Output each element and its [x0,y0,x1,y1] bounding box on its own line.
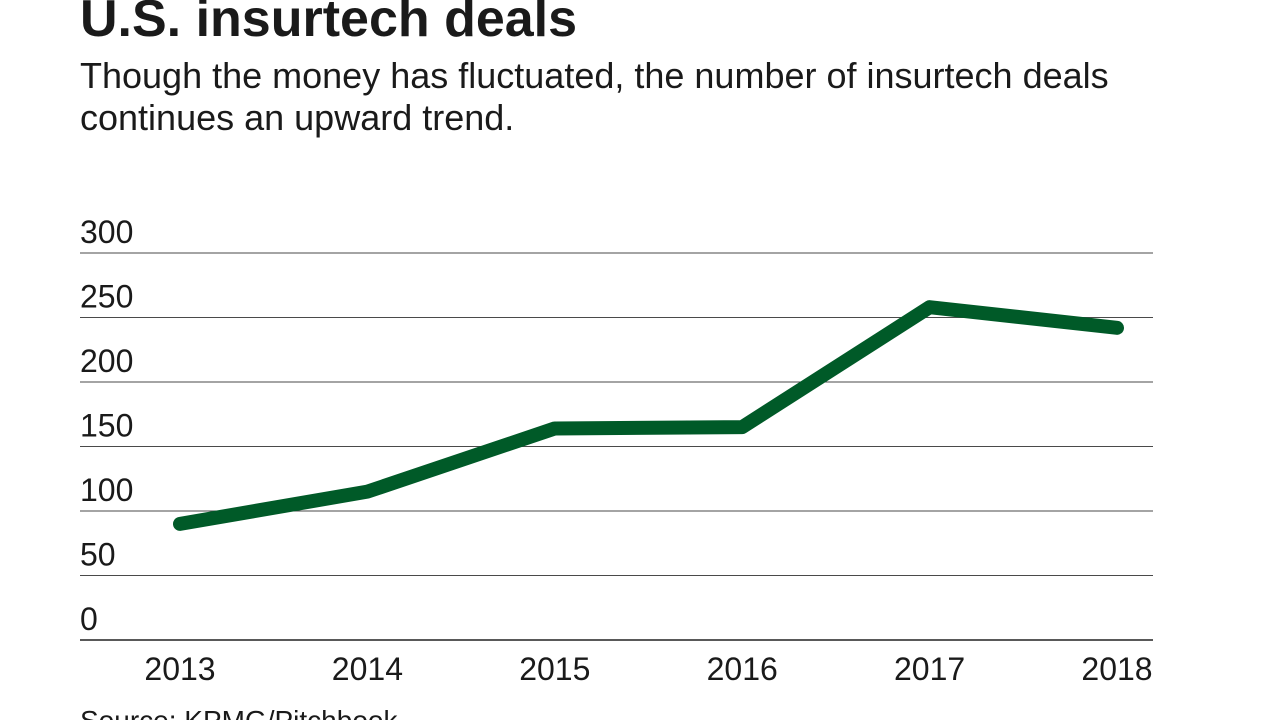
x-tick-label: 2015 [519,651,590,687]
source: Source: KPMG/Pitchbook [80,705,398,720]
data-line [173,300,1124,531]
chart-subtitle: Though the money has fluctuated, the num… [80,55,1109,138]
x-tick-label: 2017 [894,651,965,687]
y-tick-label: 200 [80,343,133,379]
y-tick-label: 100 [80,472,133,508]
x-tick-label: 2014 [332,651,403,687]
chart-title: U.S. insurtech deals [80,0,577,48]
x-tick-label: 2018 [1081,651,1152,687]
y-tick-label: 250 [80,279,133,315]
x-tick-label: 2016 [707,651,778,687]
y-tick-label: 150 [80,408,133,444]
x-tick-label: 2013 [144,651,215,687]
y-tick-label: 0 [80,601,98,637]
y-tick-label: 300 [80,214,133,250]
y-tick-label: 50 [80,537,116,573]
